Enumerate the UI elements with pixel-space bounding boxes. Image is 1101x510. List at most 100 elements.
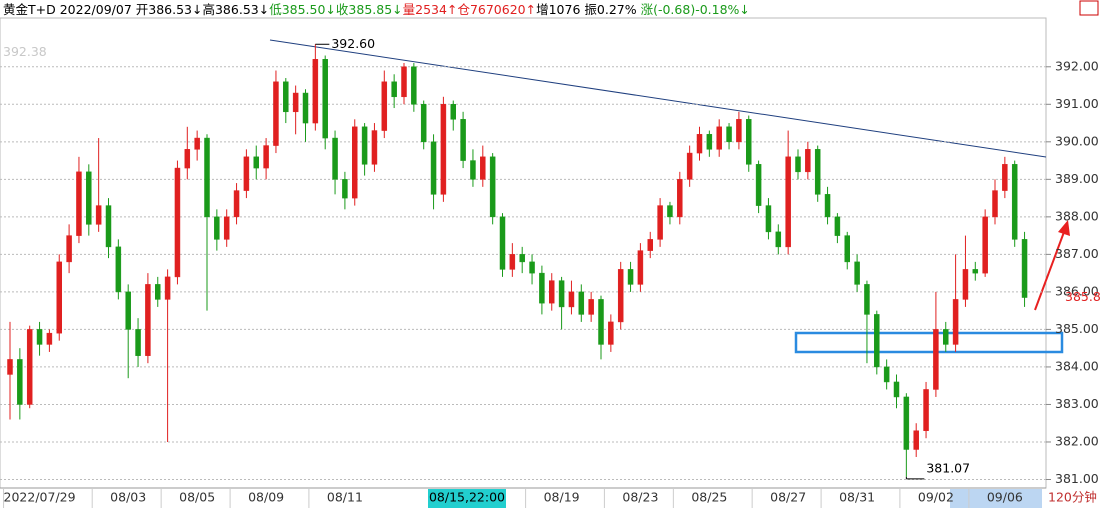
candle-body: [824, 194, 831, 218]
x-tick-label: 08/03: [110, 490, 146, 505]
candle-body: [529, 261, 535, 274]
candle-body: [332, 137, 338, 180]
candle-body: [677, 179, 683, 218]
candle-body: [736, 119, 742, 143]
header-item: 仓7670620↑: [457, 2, 537, 17]
candle-body: [578, 291, 585, 315]
candle-body: [982, 216, 988, 274]
candle-body: [125, 291, 131, 330]
candle-body: [204, 137, 210, 218]
candle-body: [184, 149, 191, 169]
candle-body: [450, 104, 456, 120]
candle-body: [785, 156, 791, 248]
candle-body: [302, 92, 309, 124]
candle-body: [273, 81, 279, 146]
candle-body: [223, 216, 230, 240]
candle-body: [834, 216, 841, 236]
candle-body: [913, 430, 919, 450]
candle-body: [992, 190, 998, 218]
candle-body: [253, 156, 259, 169]
candle-body: [401, 66, 407, 98]
arrow-head: [1058, 220, 1070, 236]
candle-body: [174, 167, 181, 278]
candle-body: [17, 359, 23, 405]
candle-body: [105, 205, 112, 248]
header-item: 收385.85↓: [335, 2, 403, 17]
x-tick-label: 08/27: [770, 490, 806, 505]
period-highlight: [950, 489, 1042, 508]
candle-body: [844, 235, 850, 263]
candle-body: [558, 280, 565, 308]
x-tick-label: 08/23: [622, 490, 658, 505]
candle-body: [233, 190, 240, 218]
header-item: 开386.53↓: [135, 2, 203, 17]
candle-body: [499, 216, 506, 270]
candle-body: [893, 381, 900, 398]
candle-body: [696, 134, 703, 154]
header-item: 量2534↑: [402, 2, 458, 17]
candle-body: [598, 299, 604, 345]
candle-body: [66, 235, 72, 263]
crosshair-price: 392.38: [3, 44, 47, 59]
candle-body: [440, 104, 447, 195]
y-tick-label: 390.00: [1055, 133, 1099, 148]
candle-body: [627, 269, 634, 285]
candle-body: [155, 284, 161, 300]
y-tick-label: 384.00: [1055, 358, 1099, 373]
candle-body: [489, 156, 496, 218]
candle-body: [480, 156, 486, 180]
trend-line: [269, 39, 1047, 158]
candle-body: [56, 261, 62, 334]
candle-body: [46, 332, 53, 345]
candle-body: [76, 171, 82, 236]
candle-body: [391, 81, 397, 98]
candle-body: [617, 269, 624, 323]
header-item: 涨(-0.68)-0.18%↓: [640, 2, 750, 17]
support-box: [794, 331, 1064, 354]
candle-body: [933, 329, 939, 390]
candle-body: [608, 321, 614, 345]
crosshair-box: [428, 489, 506, 508]
candle-body: [135, 329, 141, 356]
candle-body: [263, 145, 269, 169]
candle-body: [430, 141, 437, 195]
crosshair-label: 08/15,22:00: [429, 490, 505, 505]
x-tick-label: 08/05: [179, 490, 215, 505]
candle-body: [164, 276, 171, 300]
candle-body: [943, 329, 949, 345]
candle-body: [243, 156, 250, 191]
candle-body: [883, 366, 890, 383]
x-tick-label: 08/25: [691, 490, 727, 505]
candle-body: [746, 119, 752, 165]
settings-button[interactable]: [1079, 0, 1099, 16]
candle-body: [519, 254, 525, 263]
candle-body: [854, 261, 860, 285]
candle-body: [923, 389, 929, 431]
candle-body: [322, 59, 328, 139]
x-tick-label: 08/11: [327, 490, 363, 505]
x-tick-label: 08/19: [544, 490, 580, 505]
candle-body: [588, 299, 594, 315]
header-item: 振0.27%: [584, 2, 637, 17]
candle-body: [667, 205, 673, 218]
candle-body: [657, 205, 663, 240]
candle-body: [814, 149, 821, 195]
candle-body: [214, 216, 220, 240]
candle-body: [795, 156, 801, 173]
y-tick-label: 382.00: [1055, 433, 1099, 448]
y-tick-label: 387.00: [1055, 246, 1099, 261]
x-tick-label: 09/06: [987, 490, 1023, 505]
x-tick-label: 08/31: [839, 490, 875, 505]
candle-body: [145, 284, 151, 356]
header-item: 2022/09/07: [59, 2, 132, 17]
candle-body: [115, 246, 122, 293]
candle-body: [568, 291, 575, 308]
candle-body: [312, 59, 319, 124]
candle-body: [381, 81, 388, 131]
candle-body: [371, 130, 378, 165]
arrow-shaft: [1034, 231, 1065, 311]
candle-body: [647, 239, 653, 251]
candle-body: [726, 126, 732, 143]
